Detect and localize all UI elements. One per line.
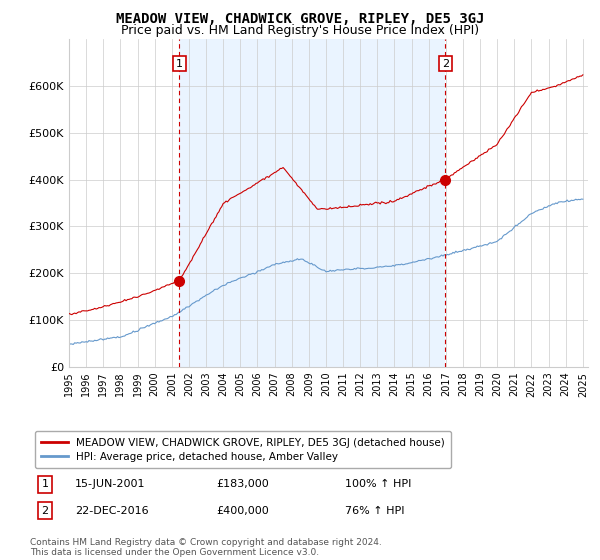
Text: 1: 1: [176, 59, 183, 68]
Text: 100% ↑ HPI: 100% ↑ HPI: [345, 479, 412, 489]
Text: £400,000: £400,000: [216, 506, 269, 516]
Legend: MEADOW VIEW, CHADWICK GROVE, RIPLEY, DE5 3GJ (detached house), HPI: Average pric: MEADOW VIEW, CHADWICK GROVE, RIPLEY, DE5…: [35, 431, 451, 468]
Text: 2: 2: [41, 506, 49, 516]
Text: 15-JUN-2001: 15-JUN-2001: [75, 479, 146, 489]
Text: Price paid vs. HM Land Registry's House Price Index (HPI): Price paid vs. HM Land Registry's House …: [121, 24, 479, 36]
Text: 2: 2: [442, 59, 449, 68]
Text: £183,000: £183,000: [216, 479, 269, 489]
Bar: [179, 39, 445, 367]
Text: 76% ↑ HPI: 76% ↑ HPI: [345, 506, 404, 516]
Text: 1: 1: [41, 479, 49, 489]
Text: MEADOW VIEW, CHADWICK GROVE, RIPLEY, DE5 3GJ: MEADOW VIEW, CHADWICK GROVE, RIPLEY, DE5…: [116, 12, 484, 26]
Text: 22-DEC-2016: 22-DEC-2016: [75, 506, 149, 516]
Text: Contains HM Land Registry data © Crown copyright and database right 2024.
This d: Contains HM Land Registry data © Crown c…: [30, 538, 382, 557]
